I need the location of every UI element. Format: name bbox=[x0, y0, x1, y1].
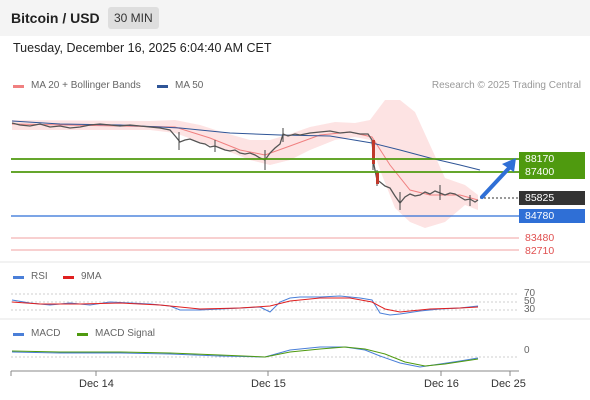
rsi-ma-legend-label: 9MA bbox=[81, 271, 102, 282]
macd-signal-line bbox=[11, 346, 479, 367]
macd-legend-swatch bbox=[13, 333, 24, 336]
macd-zero-label: 0 bbox=[524, 345, 530, 356]
rsi-level-30: 30 bbox=[524, 304, 536, 315]
ma20-legend-swatch bbox=[13, 85, 24, 88]
forecast-arrow-shaft bbox=[480, 165, 512, 199]
macd-signal-legend-swatch bbox=[77, 333, 88, 336]
header-bar bbox=[0, 0, 590, 36]
rsi-level-70: 70 bbox=[524, 288, 536, 299]
timeframe-badge[interactable]: 30 MIN bbox=[108, 7, 159, 29]
ma20-legend-label: MA 20 + Bollinger Bands bbox=[31, 80, 141, 91]
x-label-dec25: Dec 25 bbox=[491, 378, 526, 390]
support-2-label: 83480 bbox=[525, 232, 555, 244]
resistance-1-label: 88170 bbox=[519, 152, 585, 166]
rsi-level-50: 50 bbox=[524, 296, 536, 307]
instrument-title: Bitcoin / USD bbox=[11, 10, 100, 26]
forecast-arrow-head bbox=[502, 158, 516, 172]
x-label-dec15: Dec 15 bbox=[251, 378, 286, 390]
bollinger-band bbox=[12, 100, 478, 228]
chart-datetime: Tuesday, December 16, 2025 6:04:40 AM CE… bbox=[13, 41, 272, 55]
x-label-dec14: Dec 14 bbox=[79, 378, 114, 390]
macd-legend-label: MACD bbox=[31, 328, 61, 339]
rsi-ma-line bbox=[11, 297, 479, 313]
rsi-legend-swatch bbox=[13, 276, 24, 279]
rsi-level-lines bbox=[11, 293, 519, 311]
price-series bbox=[11, 122, 479, 205]
rsi-legend-label: RSI bbox=[31, 271, 48, 282]
support-1-label: 84780 bbox=[519, 209, 585, 223]
x-axis-ticks bbox=[10, 371, 511, 376]
candle-bodies-down bbox=[372, 140, 379, 184]
credit-text: Research © 2025 Trading Central bbox=[431, 80, 581, 91]
rsi-ma-legend-swatch bbox=[63, 276, 74, 279]
ma50-legend-label: MA 50 bbox=[175, 80, 204, 91]
ma50-legend-swatch bbox=[157, 85, 168, 88]
x-label-dec16: Dec 16 bbox=[424, 378, 459, 390]
resistance-2-label: 87400 bbox=[519, 165, 585, 179]
rsi-line bbox=[11, 295, 479, 316]
macd-signal-legend-label: MACD Signal bbox=[95, 328, 156, 339]
current-price-label: 85825 bbox=[519, 191, 585, 205]
support-3-label: 82710 bbox=[525, 245, 555, 257]
